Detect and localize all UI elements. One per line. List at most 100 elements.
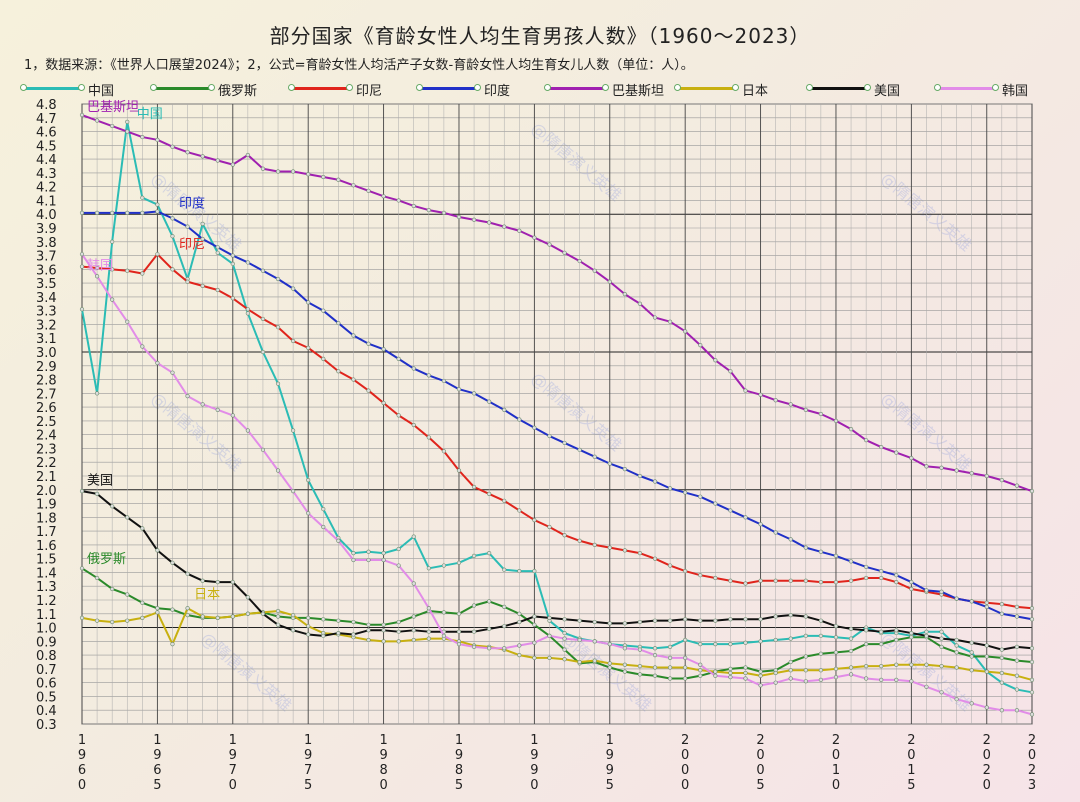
data-point [607,279,612,284]
series-line [81,253,1033,716]
data-point [622,621,627,626]
data-point [683,568,688,574]
data-point [773,398,778,403]
watermark-text: @隋唐演义英雄 [147,169,245,256]
data-point [894,573,899,578]
data-point [909,579,914,585]
data-point [577,618,582,623]
y-tick-label: 2.2 [36,456,57,471]
data-point [336,535,341,541]
data-point [110,504,115,509]
data-point [1014,614,1020,619]
data-point [547,433,552,439]
data-point [532,517,537,523]
data-point [185,150,190,155]
data-point [230,579,235,585]
data-point [924,589,929,594]
data-point [788,578,793,583]
data-point [321,524,326,530]
data-point [260,447,266,452]
data-point [381,400,386,406]
legend-marker-icon [544,84,551,91]
data-point [592,268,597,273]
data-point [532,622,537,627]
series-label: 俄罗斯 [87,552,126,567]
data-point [607,661,612,666]
data-point [939,636,944,641]
data-point [984,705,989,710]
data-point [818,549,823,554]
data-point [607,641,612,647]
data-point [200,615,205,621]
data-point [185,276,190,282]
data-point [743,670,748,676]
data-point [125,129,130,134]
data-point [728,641,733,647]
series-印尼: 印尼 [79,238,1035,611]
data-point [306,345,311,350]
data-point [411,203,416,209]
data-point [773,614,778,619]
y-tick-label: 3.2 [36,318,57,333]
series-line [81,607,1033,681]
data-point [396,619,401,625]
legend-marker-icon [806,84,813,91]
series-印度: 印度 [79,195,1035,622]
legend-label: 印尼 [356,84,383,99]
data-point [803,654,808,659]
data-point [999,670,1004,676]
data-point [924,635,929,640]
data-point [879,664,884,669]
series-label: 日本 [194,588,220,603]
data-point [381,639,386,644]
legend-marker-icon [992,84,999,91]
data-point [758,392,763,397]
data-point [652,315,658,320]
data-point [698,668,703,673]
data-point [939,592,944,597]
data-point [456,468,462,473]
data-point [351,557,356,563]
legend-swatch [22,87,82,90]
y-tick-label: 4.1 [36,194,57,209]
data-point [426,566,431,571]
data-point [743,388,748,393]
data-point [215,245,220,250]
data-point [487,646,492,651]
data-point [1029,646,1035,651]
data-point [1029,690,1035,695]
y-tick-label: 1.7 [36,525,57,540]
data-point [140,195,145,200]
data-point [547,618,552,623]
legend-marker-icon [602,84,609,91]
data-point [622,292,627,297]
data-point [607,461,612,466]
data-point [321,633,326,638]
data-point [622,662,627,667]
data-point [969,650,974,655]
watermark-text: @隋唐演义英雄 [147,389,245,476]
data-point [471,629,477,634]
data-point [79,489,85,494]
data-point [306,478,311,483]
data-point [788,668,793,673]
legend-marker-icon [346,84,353,91]
y-tick-label: 2.4 [36,429,57,444]
data-point [502,224,507,229]
legend-label: 俄罗斯 [218,84,258,99]
data-point [652,673,658,678]
data-point [984,473,989,479]
data-point [291,169,296,174]
y-tick-label: 1.6 [36,539,57,554]
data-point [592,619,597,625]
y-tick-label: 1.1 [36,608,57,623]
data-point [155,548,160,553]
data-point [864,676,869,681]
data-point [698,343,703,348]
data-point [562,647,567,652]
data-point [517,643,522,648]
data-point [833,624,839,629]
data-point [592,542,597,547]
